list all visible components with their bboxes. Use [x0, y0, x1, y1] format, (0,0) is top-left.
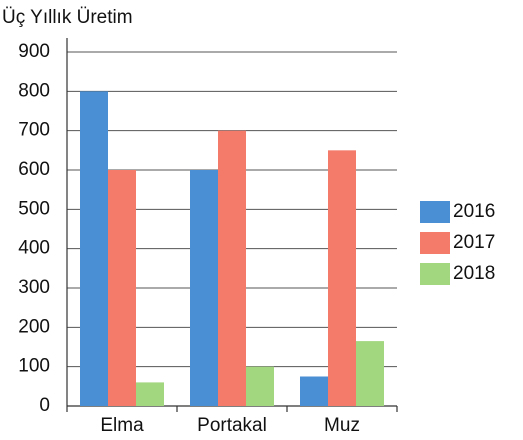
bar — [356, 341, 384, 406]
x-tick-label: Portakal — [197, 415, 267, 436]
bar — [80, 91, 108, 406]
y-tick-label: 200 — [18, 316, 50, 337]
legend-swatch — [420, 201, 450, 223]
legend-label: 2016 — [453, 201, 495, 222]
bar — [108, 170, 136, 406]
legend-swatch — [420, 263, 450, 285]
bar — [136, 382, 164, 406]
y-tick-label: 800 — [18, 80, 50, 101]
x-tick-label: Elma — [100, 415, 144, 436]
bar — [328, 150, 356, 406]
legend-swatch — [420, 232, 450, 254]
bar — [300, 376, 328, 406]
y-tick-label: 700 — [18, 120, 50, 141]
y-tick-label: 600 — [18, 159, 50, 180]
bar — [190, 170, 218, 406]
y-tick-label: 100 — [18, 356, 50, 377]
bar — [218, 130, 246, 406]
y-tick-label: 0 — [39, 395, 50, 416]
y-tick-label: 900 — [18, 41, 50, 62]
y-tick-label: 300 — [18, 277, 50, 298]
y-tick-label: 500 — [18, 198, 50, 219]
legend-label: 2018 — [453, 263, 495, 284]
chart-title: Üç Yıllık Üretim — [2, 7, 133, 28]
bar — [246, 366, 274, 406]
legend-label: 2017 — [453, 232, 495, 253]
y-tick-label: 400 — [18, 238, 50, 259]
x-tick-label: Muz — [324, 415, 360, 436]
